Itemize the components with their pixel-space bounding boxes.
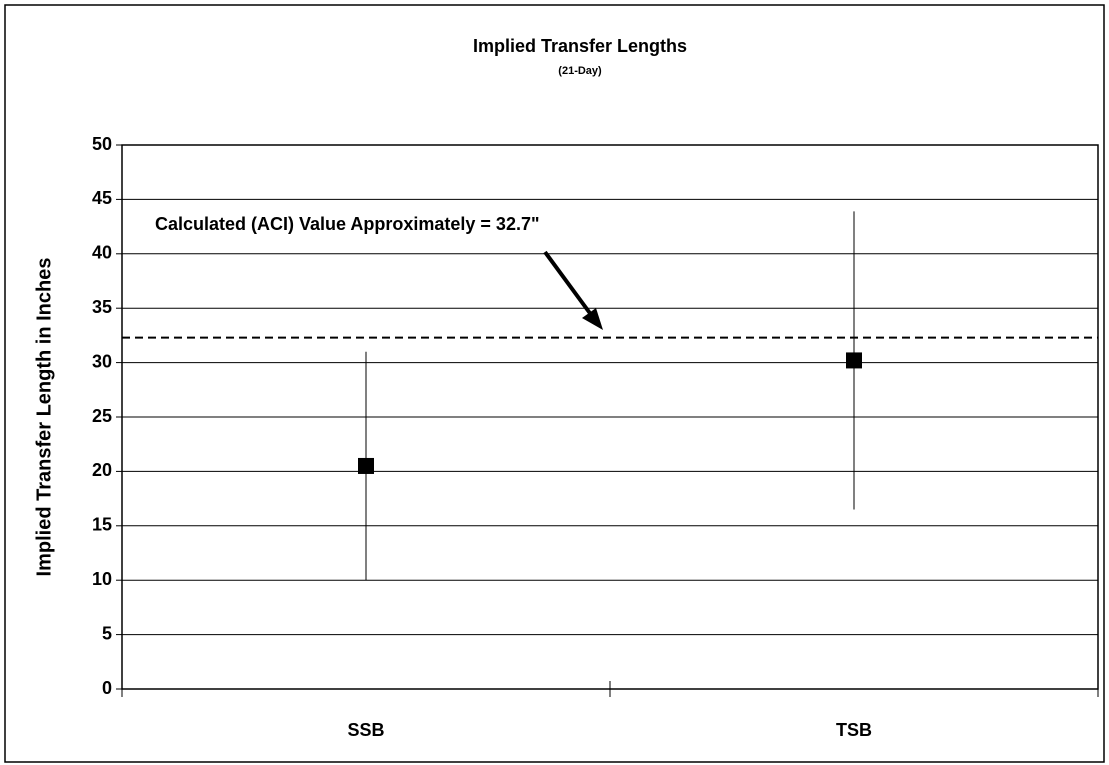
y-tick-label: 30 xyxy=(92,351,112,371)
annotation: Calculated (ACI) Value Approximately = 3… xyxy=(155,214,540,234)
y-tick-label: 10 xyxy=(92,569,112,589)
y-tick-label: 45 xyxy=(92,188,112,208)
point xyxy=(358,457,374,474)
y-tick-label: 15 xyxy=(92,515,112,535)
y-axis-label: Implied Transfer Length in Inches xyxy=(33,258,55,577)
x-tick-label: TSB xyxy=(836,720,872,740)
chart-title: Implied Transfer Lengths xyxy=(473,36,687,56)
y-tick-label: 35 xyxy=(92,297,112,317)
x-tick-label: SSB xyxy=(347,720,384,740)
y-tick-label: 50 xyxy=(92,134,112,154)
y-tick-label: 5 xyxy=(102,623,112,643)
y-tick-label: 40 xyxy=(92,243,112,263)
y-tick-label: 0 xyxy=(102,678,112,698)
y-tick-label: 25 xyxy=(92,406,112,426)
point xyxy=(846,352,862,369)
y-tick-label: 20 xyxy=(92,460,112,480)
arrow-shaft xyxy=(543,250,594,318)
chart-border xyxy=(4,4,1105,763)
chart-subtitle: (21-Day) xyxy=(558,65,602,77)
arrow-head xyxy=(582,308,603,330)
